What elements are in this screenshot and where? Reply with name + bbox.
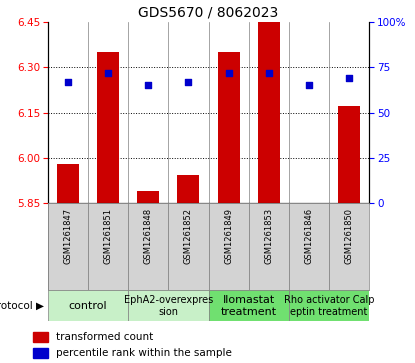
Bar bbox=[48, 203, 88, 290]
Point bbox=[105, 70, 111, 76]
Bar bbox=[177, 175, 200, 203]
Bar bbox=[128, 203, 168, 290]
Bar bbox=[289, 290, 369, 321]
Bar bbox=[137, 191, 159, 203]
Bar bbox=[329, 203, 369, 290]
Bar bbox=[338, 106, 360, 203]
Text: transformed count: transformed count bbox=[56, 332, 154, 342]
Point bbox=[225, 70, 232, 76]
Text: Rho activator Calp
eptin treatment: Rho activator Calp eptin treatment bbox=[284, 295, 374, 317]
Text: protocol ▶: protocol ▶ bbox=[0, 301, 44, 311]
Text: percentile rank within the sample: percentile rank within the sample bbox=[56, 348, 232, 358]
Text: GSM1261847: GSM1261847 bbox=[63, 208, 72, 264]
Bar bbox=[97, 52, 119, 203]
Text: GSM1261852: GSM1261852 bbox=[184, 208, 193, 264]
Text: control: control bbox=[68, 301, 107, 311]
Text: GSM1261850: GSM1261850 bbox=[345, 208, 354, 264]
Text: GSM1261848: GSM1261848 bbox=[144, 208, 153, 264]
Bar bbox=[88, 203, 128, 290]
Text: GSM1261849: GSM1261849 bbox=[224, 208, 233, 264]
Text: Ilomastat
treatment: Ilomastat treatment bbox=[221, 295, 277, 317]
Bar bbox=[32, 332, 48, 342]
Bar bbox=[298, 203, 320, 206]
Bar bbox=[217, 52, 240, 203]
Bar bbox=[209, 203, 249, 290]
Text: GSM1261853: GSM1261853 bbox=[264, 208, 273, 264]
Text: GSM1261851: GSM1261851 bbox=[103, 208, 112, 264]
Point bbox=[346, 75, 353, 81]
Bar bbox=[57, 164, 79, 203]
Title: GDS5670 / 8062023: GDS5670 / 8062023 bbox=[139, 5, 278, 19]
Bar bbox=[128, 290, 209, 321]
Bar bbox=[209, 290, 289, 321]
Point bbox=[64, 79, 71, 85]
Bar bbox=[289, 203, 329, 290]
Text: GSM1261846: GSM1261846 bbox=[305, 208, 314, 264]
Bar bbox=[249, 203, 289, 290]
Point bbox=[145, 82, 151, 88]
Bar bbox=[48, 290, 128, 321]
Bar bbox=[32, 348, 48, 358]
Point bbox=[266, 70, 272, 76]
Bar bbox=[258, 19, 280, 203]
Point bbox=[306, 82, 312, 88]
Text: EphA2-overexpres
sion: EphA2-overexpres sion bbox=[124, 295, 213, 317]
Point bbox=[185, 79, 192, 85]
Bar bbox=[168, 203, 209, 290]
